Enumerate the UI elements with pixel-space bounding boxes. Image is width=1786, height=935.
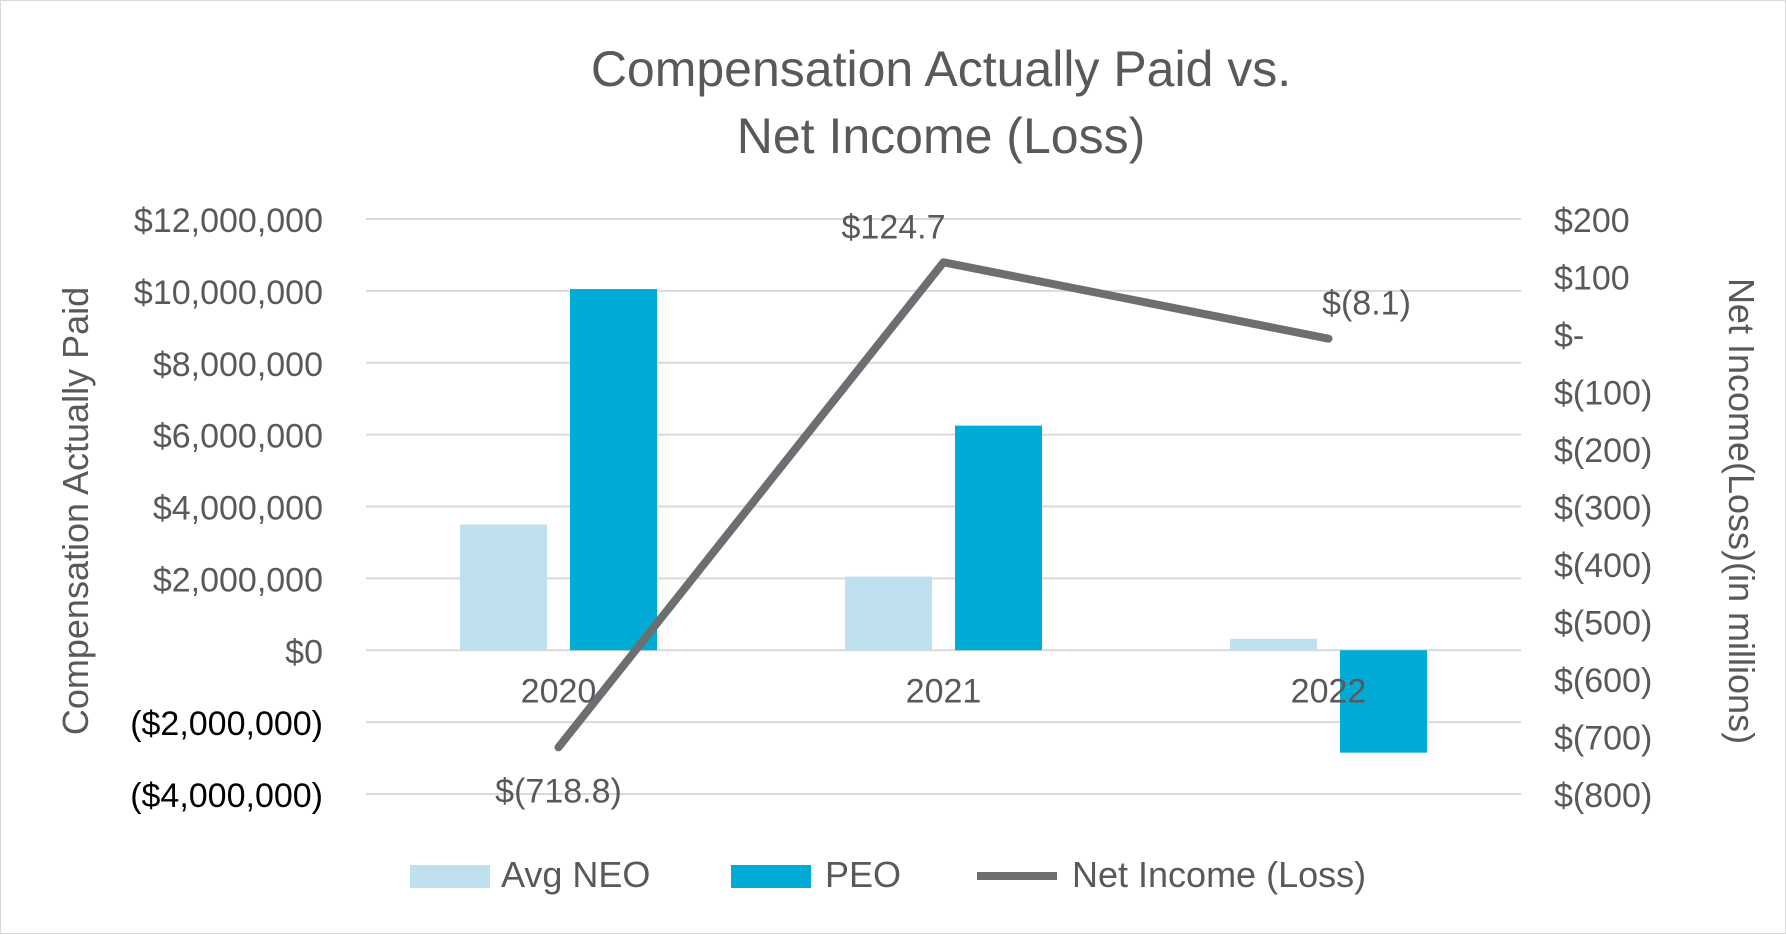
- net-income-line-group: $(718.8) $124.7 $(8.1): [495, 208, 1411, 810]
- x-axis-category-label: 2021: [906, 672, 982, 710]
- bar-peo-2022: [1340, 650, 1427, 753]
- bar-avg-neo-2020: [460, 524, 547, 651]
- gridlines: [366, 218, 1521, 795]
- left-axis-tick-label: $6,000,000: [153, 418, 323, 456]
- left-axis-tick-label: $10,000,000: [134, 274, 323, 312]
- chart-title-line-1: Compensation Actually Paid vs.: [591, 41, 1291, 97]
- bar-peo-2020: [570, 289, 657, 651]
- right-axis-tick-label: $-: [1554, 317, 1584, 355]
- right-axis-tick-label: $(700): [1554, 720, 1652, 758]
- left-axis-tick-label: $8,000,000: [153, 346, 323, 384]
- left-axis-ticks: $12,000,000 $10,000,000 $8,000,000 $6,000,0…: [130, 202, 323, 815]
- left-axis-tick-label: $4,000,000: [153, 490, 323, 528]
- left-axis-tick-label: $12,000,000: [134, 202, 323, 240]
- net-income-data-label: $(718.8): [495, 772, 622, 810]
- right-axis-tick-label: $(300): [1554, 490, 1652, 528]
- net-income-data-label: $124.7: [842, 208, 946, 246]
- legend-swatch-avg-neo: [410, 865, 490, 888]
- right-axis-tick-label: $(400): [1554, 547, 1652, 585]
- bars: [460, 289, 1427, 753]
- net-income-line: [554, 258, 1333, 752]
- legend: Avg NEO PEO Net Income (Loss): [410, 854, 1366, 895]
- left-axis-tick-label: $2,000,000: [153, 561, 323, 599]
- x-axis-category-label: 2022: [1291, 672, 1367, 710]
- right-axis-tick-label: $(500): [1554, 605, 1652, 643]
- right-axis-tick-label: $(100): [1554, 375, 1652, 413]
- net-income-data-label: $(8.1): [1322, 285, 1411, 323]
- legend-label-avg-neo: Avg NEO: [501, 854, 650, 895]
- bar-peo-2021: [955, 425, 1042, 651]
- left-axis-tick-label: ($2,000,000): [130, 705, 323, 743]
- right-axis-tick-label: $(600): [1554, 662, 1652, 700]
- bar-avg-neo-2021: [845, 576, 932, 651]
- left-axis-title: Compensation Actually Paid: [55, 287, 96, 735]
- right-axis-tick-label: $(200): [1554, 432, 1652, 470]
- right-axis-ticks: $200 $100 $- $(100) $(200) $(300) $(400) $(500)…: [1554, 202, 1652, 815]
- bar-avg-neo-2022: [1230, 638, 1317, 651]
- left-axis-tick-label: ($4,000,000): [130, 777, 323, 815]
- x-axis-category-label: 2020: [521, 672, 597, 710]
- legend-label-peo: PEO: [825, 854, 901, 895]
- legend-swatch-peo: [731, 865, 811, 888]
- right-axis-tick-label: $200: [1554, 202, 1630, 240]
- category-labels: 2020 2021 2022: [521, 672, 1367, 710]
- right-axis-title: Net Income(Loss)(in millions): [1721, 278, 1762, 744]
- chart-title-line-2: Net Income (Loss): [737, 108, 1145, 164]
- right-axis-tick-label: $100: [1554, 260, 1630, 298]
- left-axis-tick-label: $0: [285, 633, 323, 671]
- right-axis-tick-label: $(800): [1554, 777, 1652, 815]
- legend-label-net-income: Net Income (Loss): [1072, 854, 1366, 895]
